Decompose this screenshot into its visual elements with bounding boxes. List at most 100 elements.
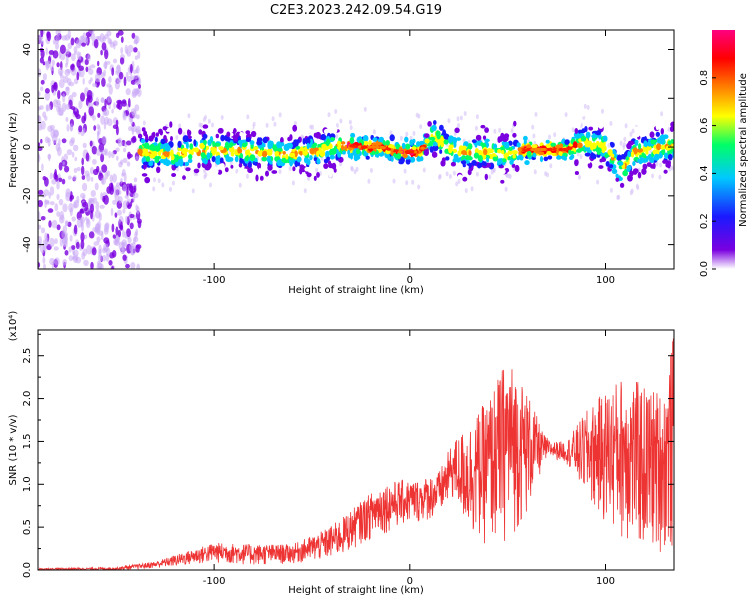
spectrogram-speckle [153, 177, 156, 183]
spectrogram-noise-cell [122, 184, 128, 192]
spectrogram-speckle [624, 123, 628, 129]
spectrogram-cell [193, 139, 197, 147]
spectrogram-noise-cell [51, 219, 58, 229]
spectrogram-noise-cell [85, 97, 89, 106]
spectrogram-noise-cell [44, 115, 48, 121]
spectrogram-noise-cell [103, 243, 109, 252]
spectrogram-noise-cell [66, 124, 70, 132]
snr-y-label: SNR (10 * v/v) [8, 414, 19, 485]
spectrogram-cell [596, 141, 600, 146]
spectrogram-y-tick-label: 40 [22, 43, 33, 56]
spectrogram-cell [402, 153, 408, 159]
spectrogram-cell [267, 148, 273, 155]
spectrogram-noise-cell [58, 177, 63, 182]
spectrogram-cell [658, 119, 664, 125]
snr-y-tick-label: 0.0 [22, 562, 33, 578]
spectrogram-noise-cell [132, 135, 137, 143]
spectrogram-noise-cell [94, 209, 101, 219]
spectrogram-noise-cell [42, 73, 48, 81]
spectrogram-cell [641, 133, 645, 137]
spectrogram-noise-cell [120, 36, 124, 43]
spectrogram-noise-cell [111, 265, 114, 269]
colorbar-ticks: 0.0 0.2 0.4 0.6 0.8 [699, 70, 716, 277]
spectrogram-cell [486, 157, 490, 163]
spectrogram-cell [249, 154, 256, 162]
spectrogram-noise-cell [124, 231, 127, 239]
spectrogram-noise-cell [127, 153, 133, 158]
spectrogram-noise-cell [101, 42, 107, 51]
spectrogram-cell [149, 143, 155, 151]
spectrogram-peak [393, 149, 399, 153]
spectrogram-cell [229, 126, 234, 131]
spectrogram-noise-cell [120, 47, 124, 55]
spectrogram-cell [184, 161, 190, 167]
spectrogram-cell [649, 131, 655, 138]
spectrogram-cell [460, 168, 465, 173]
spectrogram-noise-cell [39, 57, 45, 64]
spectrogram-cell [664, 152, 669, 160]
spectrogram-cell [214, 168, 219, 175]
spectrogram-speckle [459, 115, 463, 121]
spectrogram-cell [292, 166, 296, 172]
spectrogram-cell [298, 151, 303, 155]
spectrogram-noise-cell [85, 152, 90, 162]
spectrogram-cell [148, 135, 154, 142]
spectrogram-noise-cell [53, 246, 59, 251]
spectrogram-noise-cell [82, 248, 88, 257]
spectrogram-cell [411, 146, 417, 150]
spectrogram-noise-cell [133, 237, 136, 245]
spectrogram-cell [595, 130, 602, 136]
spectrogram-noise-cell [40, 120, 46, 130]
spectrogram-cell [144, 142, 150, 149]
spectrogram-noise-cell [102, 111, 108, 116]
spectrogram-cell [245, 149, 249, 155]
spectrogram-cell [416, 141, 421, 147]
spectrogram-cell [389, 134, 395, 142]
spectrogram-noise-cell [95, 148, 101, 156]
spectrogram-speckle [670, 165, 674, 171]
spectrogram-noise-cell [88, 231, 95, 239]
spectrogram-speckle [658, 174, 662, 180]
spectrogram-noise-cell [75, 113, 81, 120]
spectrogram-cell [257, 150, 263, 157]
spectrogram-cell [594, 159, 599, 168]
spectrogram-speckle [405, 180, 409, 186]
spectrogram-noise-cell [123, 147, 127, 153]
spectrogram-noise-cell [47, 208, 54, 213]
spectrogram-cell [512, 150, 518, 155]
spectrogram-cell [224, 141, 229, 148]
spectrogram-cell [182, 135, 189, 143]
spectrogram-speckle [294, 120, 297, 126]
spectrogram-noise-cell [82, 142, 87, 149]
spectrogram-noise-cell [65, 86, 70, 91]
spectrogram-speckle [659, 162, 663, 168]
spectrogram-cell [164, 159, 171, 167]
spectrogram-x-label: Height of straight line (km) [288, 285, 424, 296]
colorbar-tick-label: 0.2 [699, 213, 710, 229]
spectrogram-peak [386, 147, 392, 151]
spectrogram-cell [643, 140, 648, 148]
spectrogram-cell [302, 138, 306, 145]
spectrogram-noise-cell [65, 62, 68, 68]
spectrogram-cell [323, 163, 329, 170]
spectrogram-cell [295, 145, 301, 150]
spectrogram-cell [242, 131, 247, 138]
spectrogram-cell [214, 142, 221, 147]
spectrogram-speckle [457, 123, 461, 128]
spectrogram-noise-cell [44, 199, 50, 204]
spectrogram-noise-cell [38, 142, 41, 147]
spectrogram-noise-cell [92, 158, 97, 165]
spectrogram-speckle [288, 166, 292, 171]
spectrogram-cell [569, 156, 574, 160]
spectrogram-noise-cell [73, 249, 79, 257]
spectrogram-cell [276, 159, 282, 167]
spectrogram-cell [323, 128, 330, 134]
spectrogram-cell [170, 136, 173, 142]
spectrogram-speckle [334, 109, 338, 114]
spectrogram-cell [431, 124, 437, 132]
spectrogram-noise-cell [73, 201, 78, 209]
spectrogram-noise-cell [82, 77, 85, 85]
spectrogram-cell [337, 142, 342, 149]
spectrogram-noise-cell [133, 177, 138, 183]
spectrogram-cell [592, 153, 597, 160]
